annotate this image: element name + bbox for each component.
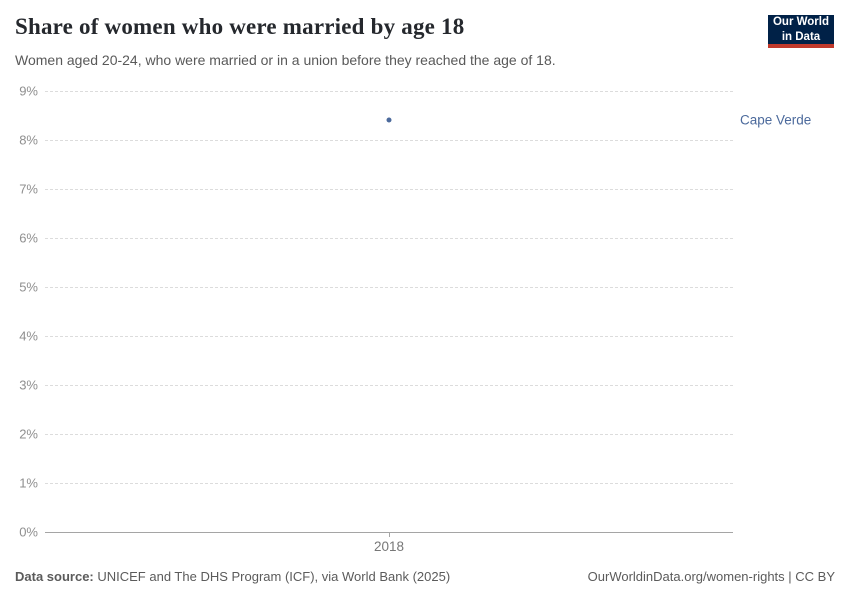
y-axis-labels: 9% 8% 7% 6% 5% 4% 3% 2% 1% 0% (0, 84, 38, 540)
x-tick-mark (389, 532, 390, 537)
y-tick-label: 3% (19, 377, 38, 393)
data-source-text: UNICEF and The DHS Program (ICF), via Wo… (93, 569, 451, 584)
y-tick-label: 5% (19, 279, 38, 295)
y-tick-label: 2% (19, 426, 38, 442)
y-tick-label: 0% (19, 524, 38, 540)
gridline (45, 336, 733, 337)
chart-subtitle: Women aged 20-24, who were married or in… (15, 52, 556, 68)
data-source-note: Data source: UNICEF and The DHS Program … (15, 569, 450, 584)
gridline (45, 483, 733, 484)
gridline (45, 189, 733, 190)
entity-label[interactable]: Cape Verde (740, 112, 812, 128)
x-tick-label: 2018 (373, 539, 405, 554)
gridline (45, 237, 733, 239)
y-tick-label: 4% (19, 328, 38, 344)
owid-logo[interactable]: Our World in Data (768, 15, 834, 48)
gridline (45, 140, 733, 141)
gridline (45, 434, 733, 435)
owid-logo-line2: in Data (781, 30, 821, 43)
y-tick-label: 7% (19, 181, 38, 197)
data-source-label: Data source: (15, 569, 94, 584)
gridline (45, 287, 733, 288)
page-title: Share of women who were married by age 1… (15, 14, 465, 39)
y-tick-label: 9% (19, 83, 38, 99)
y-tick-label: 6% (19, 230, 38, 246)
plot-area: 2018 Cape Verde (45, 91, 811, 554)
owid-url-link[interactable]: OurWorldinData.org/women-rights | CC BY (587, 569, 835, 584)
owid-logo-line1: Our World (772, 16, 829, 29)
chart-footer: Data source: UNICEF and The DHS Program … (15, 569, 835, 584)
y-tick-label: 1% (19, 475, 38, 491)
gridline (45, 384, 733, 386)
gridline (45, 91, 733, 92)
y-tick-label: 8% (19, 132, 38, 148)
data-point[interactable] (386, 117, 392, 123)
